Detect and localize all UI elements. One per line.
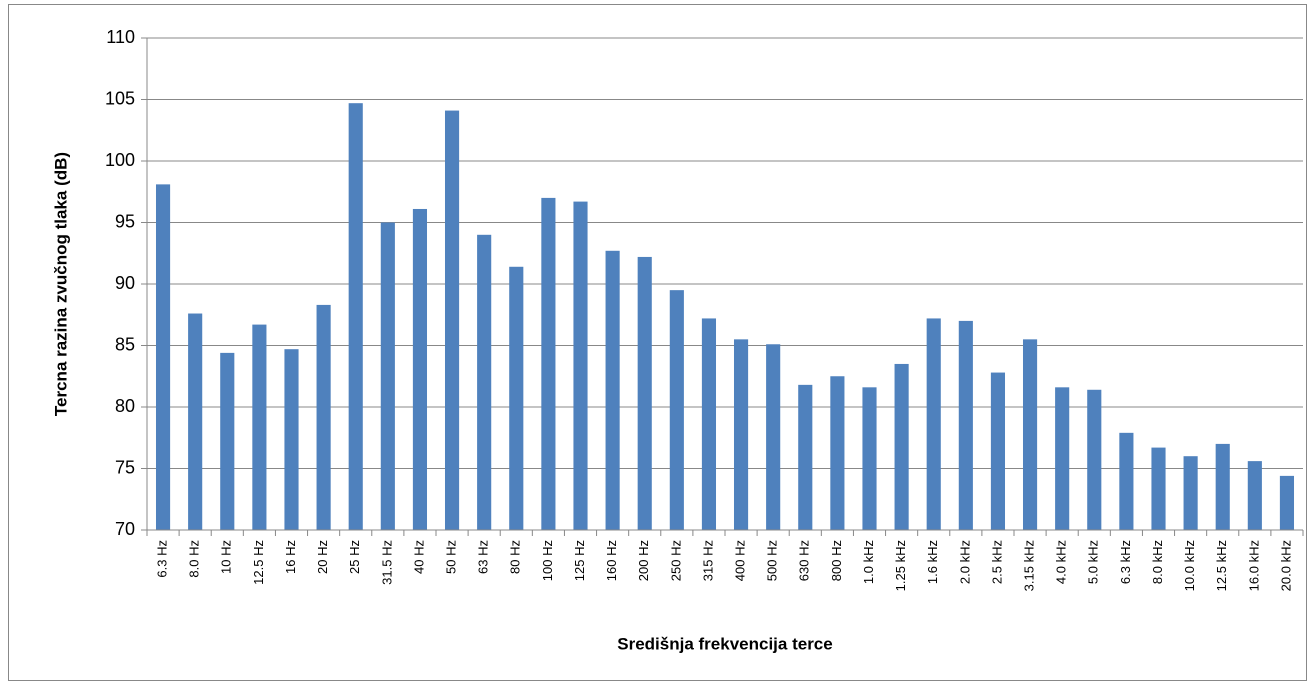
y-tick-label: 95 (115, 211, 135, 231)
x-tick-label: 80 Hz (508, 540, 523, 574)
x-tick-label: 10.0 kHz (1182, 540, 1197, 591)
bar (862, 387, 877, 530)
x-tick-label: 800 Hz (829, 540, 844, 581)
bar (444, 110, 460, 530)
bar (958, 320, 973, 530)
x-tick-label: 125 Hz (572, 540, 587, 581)
x-axis-title: Središnja frekvencija terce (617, 634, 832, 653)
bar (1151, 447, 1166, 530)
y-tick-label: 70 (115, 519, 135, 539)
bar (573, 201, 588, 530)
bar (220, 352, 235, 530)
x-tick-label: 20.0 kHz (1278, 540, 1293, 591)
bar (894, 363, 909, 530)
bar (509, 266, 524, 530)
bar (1119, 432, 1134, 530)
x-tick-label: 20 Hz (315, 540, 330, 574)
x-tick-label: 630 Hz (797, 540, 812, 581)
bar (284, 349, 299, 530)
bar (733, 339, 749, 530)
x-tick-label: 25 Hz (347, 540, 362, 574)
x-tick-label: 16 Hz (283, 540, 298, 574)
y-tick-label: 110 (106, 27, 135, 47)
y-tick-label: 105 (105, 88, 135, 108)
bar (701, 318, 717, 530)
x-tick-label: 8.0 Hz (187, 540, 202, 578)
bar (926, 318, 941, 530)
bar (348, 103, 363, 530)
bar (766, 344, 781, 530)
x-tick-label: 100 Hz (540, 540, 555, 581)
bar (477, 234, 492, 531)
x-tick-label: 5.0 kHz (1086, 540, 1101, 584)
bar (990, 372, 1006, 530)
chart-border (8, 4, 1307, 681)
bar (541, 197, 556, 530)
bar (1055, 387, 1070, 530)
bar (830, 376, 845, 530)
x-tick-label: 1.0 kHz (861, 540, 876, 584)
bar (1247, 461, 1262, 530)
bar (412, 208, 428, 530)
x-tick-label: 8.0 kHz (1150, 540, 1165, 584)
x-tick-label: 6.3 kHz (1118, 540, 1133, 584)
x-tick-label: 500 Hz (765, 540, 780, 581)
x-tick-label: 50 Hz (443, 540, 458, 574)
x-tick-label: 31.5 Hz (379, 540, 394, 585)
bar (1087, 389, 1102, 530)
x-tick-label: 160 Hz (604, 540, 619, 581)
x-tick-label: 4.0 kHz (1054, 540, 1069, 584)
x-tick-label: 10 Hz (219, 540, 234, 574)
bar (316, 304, 331, 530)
x-tick-label: 12.5 kHz (1214, 540, 1229, 591)
bar (1183, 456, 1198, 530)
bar (669, 290, 684, 530)
bar (1215, 443, 1230, 530)
x-tick-label: 200 Hz (636, 540, 651, 581)
x-tick-label: 3.15 kHz (1021, 540, 1036, 591)
y-tick-label: 75 (115, 457, 135, 477)
bar (637, 256, 652, 530)
y-tick-label: 90 (115, 273, 135, 293)
x-tick-label: 315 Hz (700, 540, 715, 581)
x-tick-label: 400 Hz (732, 540, 747, 581)
bar (188, 313, 203, 530)
x-tick-label: 40 Hz (411, 540, 426, 574)
bar (605, 250, 620, 531)
x-tick-label: 12.5 Hz (251, 540, 266, 585)
bar (798, 384, 813, 530)
bar (1022, 339, 1038, 530)
x-tick-label: 250 Hz (668, 540, 683, 581)
y-tick-label: 80 (115, 396, 135, 416)
x-tick-label: 2.5 kHz (989, 540, 1004, 584)
x-tick-label: 1.6 kHz (925, 540, 940, 584)
bar (380, 222, 395, 530)
y-tick-label: 85 (115, 334, 135, 354)
x-tick-label: 1.25 kHz (893, 540, 908, 591)
bar (1279, 475, 1295, 530)
bar (252, 324, 267, 530)
x-tick-label: 16.0 kHz (1246, 540, 1261, 591)
bar (155, 184, 171, 530)
x-tick-label: 6.3 Hz (154, 540, 169, 578)
y-axis-title: Tercna razina zvučnog tlaka (dB) (51, 152, 70, 416)
y-tick-label: 100 (105, 150, 135, 170)
x-tick-label: 2.0 kHz (957, 540, 972, 584)
x-tick-label: 63 Hz (476, 540, 491, 574)
